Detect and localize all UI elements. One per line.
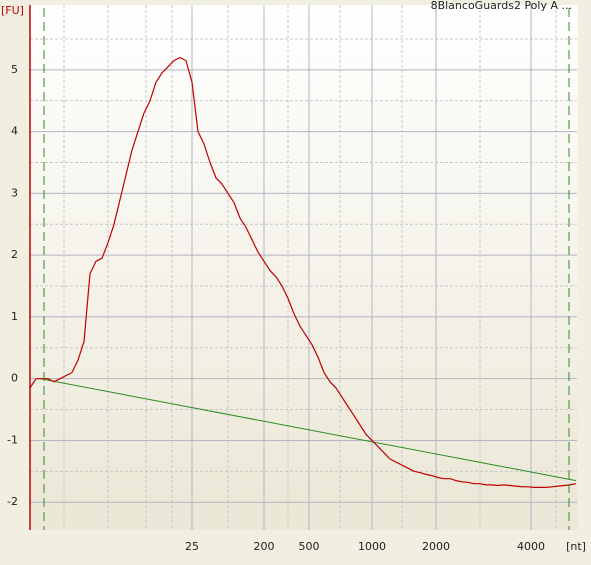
x-axis-label: [nt] [566,540,586,553]
y-tick-label: 3 [11,186,18,199]
y-axis-label: [FU] [1,4,24,17]
y-tick-label: 1 [11,310,18,323]
x-tick-label: 4000 [517,540,545,553]
baseline [39,378,577,482]
y-tick-label: 0 [11,372,18,385]
y-tick-label: 5 [11,63,18,76]
y-tick-label: -2 [7,495,18,508]
x-tick-label: 2000 [422,540,450,553]
x-tick-label: 500 [299,540,320,553]
y-tick-label: 2 [11,248,18,261]
chart-title: 8BlancoGuards2 Poly A ... [431,0,572,12]
x-tick-label: 25 [185,540,199,553]
y-tick-label: 4 [11,125,18,138]
x-tick-label: 200 [254,540,275,553]
x-tick-label: 1000 [358,540,386,553]
y-tick-label: -1 [7,433,18,446]
trace [29,56,577,488]
plot-area [30,5,578,530]
